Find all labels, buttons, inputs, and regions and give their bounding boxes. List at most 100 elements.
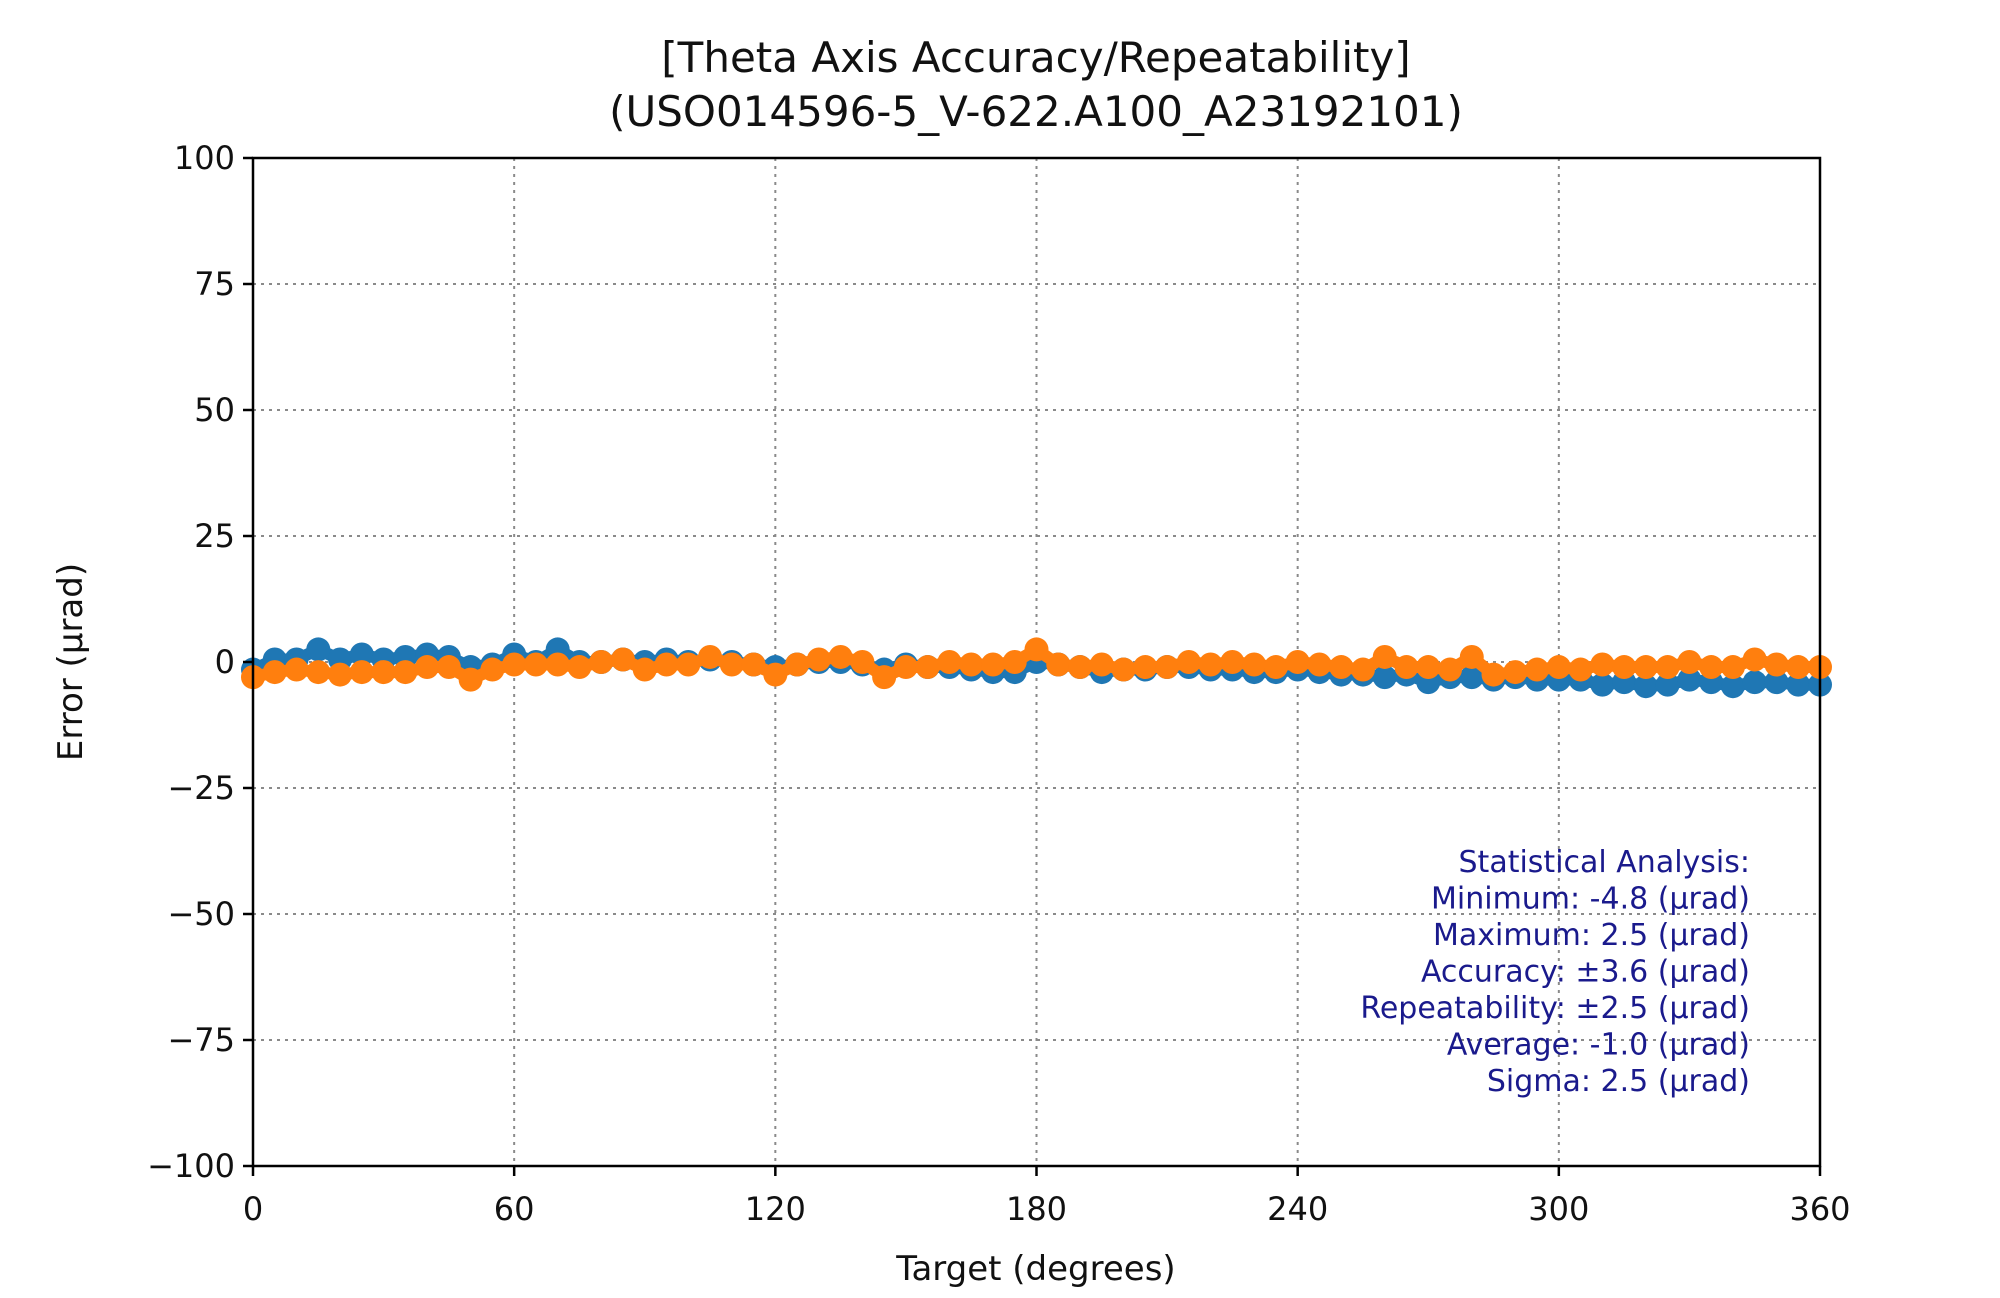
data-point bbox=[371, 660, 396, 685]
data-point bbox=[1111, 657, 1136, 682]
data-point bbox=[284, 657, 309, 682]
data-point bbox=[1220, 650, 1245, 674]
data-point bbox=[1764, 652, 1789, 677]
x-tick-label: 0 bbox=[243, 1190, 263, 1228]
data-point bbox=[1612, 655, 1637, 680]
data-point bbox=[915, 655, 940, 680]
data-point bbox=[937, 650, 962, 674]
data-point bbox=[1263, 655, 1288, 680]
data-point bbox=[654, 652, 679, 677]
y-tick-label: 50 bbox=[194, 391, 235, 429]
x-tick-label: 180 bbox=[1006, 1190, 1067, 1228]
data-point bbox=[1046, 652, 1071, 677]
y-tick-label: −25 bbox=[167, 769, 235, 807]
data-point bbox=[1503, 660, 1528, 685]
data-point bbox=[676, 652, 701, 677]
data-point bbox=[719, 652, 744, 677]
data-point bbox=[502, 652, 527, 677]
data-point bbox=[1481, 662, 1506, 687]
data-point bbox=[785, 652, 810, 677]
data-point bbox=[828, 644, 853, 669]
y-tick-label: 100 bbox=[174, 139, 235, 177]
stats-line: Statistical Analysis: bbox=[1459, 845, 1750, 880]
data-point bbox=[1742, 670, 1767, 695]
stats-line: Accuracy: ±3.6 (μrad) bbox=[1421, 955, 1750, 990]
data-point bbox=[1677, 650, 1702, 674]
data-point bbox=[1438, 657, 1463, 682]
data-point bbox=[1786, 655, 1811, 680]
x-tick-label: 360 bbox=[1789, 1190, 1850, 1228]
data-point bbox=[1786, 672, 1811, 697]
data-point bbox=[741, 652, 766, 677]
data-point bbox=[1677, 667, 1702, 692]
data-point bbox=[1068, 655, 1093, 680]
data-point bbox=[1155, 655, 1180, 680]
data-point bbox=[458, 667, 483, 692]
data-point bbox=[1459, 665, 1484, 690]
data-point bbox=[1720, 655, 1745, 680]
data-point bbox=[1350, 657, 1375, 682]
data-point bbox=[1742, 647, 1767, 672]
y-tick-label: 25 bbox=[194, 517, 235, 555]
data-point bbox=[1764, 670, 1789, 695]
axis-ticks: 0 60 120 180 240 300 360 100 75 50 25 0 −25 −50 −75 −10… bbox=[147, 139, 1850, 1228]
stats-line: Sigma: 2.5 (μrad) bbox=[1487, 1064, 1750, 1099]
data-point bbox=[1590, 672, 1615, 697]
x-axis-label: Target (degrees) bbox=[895, 1249, 1175, 1289]
data-point bbox=[1089, 652, 1114, 677]
data-point bbox=[1590, 652, 1615, 677]
data-point bbox=[1633, 674, 1658, 699]
x-tick-label: 240 bbox=[1267, 1190, 1328, 1228]
data-point bbox=[567, 655, 592, 680]
y-axis-label: Error (μrad) bbox=[51, 563, 91, 761]
data-point bbox=[1525, 657, 1550, 682]
data-point bbox=[1720, 674, 1745, 699]
y-tick-label: −75 bbox=[167, 1021, 235, 1059]
data-point bbox=[436, 655, 461, 680]
data-point bbox=[1655, 655, 1680, 680]
data-point bbox=[306, 660, 331, 685]
data-series bbox=[241, 637, 1832, 699]
stats-line: Minimum: -4.8 (μrad) bbox=[1431, 882, 1750, 917]
data-point bbox=[959, 652, 984, 677]
data-point bbox=[545, 652, 570, 677]
data-point bbox=[1133, 655, 1158, 680]
x-tick-label: 300 bbox=[1528, 1190, 1589, 1228]
y-tick-label: −50 bbox=[167, 895, 235, 933]
data-point bbox=[806, 647, 831, 672]
data-point bbox=[632, 657, 657, 682]
data-point bbox=[1198, 652, 1223, 677]
data-point bbox=[480, 657, 505, 682]
data-point bbox=[1285, 650, 1310, 674]
data-point bbox=[349, 660, 374, 685]
statistical-analysis-box: Statistical Analysis:Minimum: -4.8 (μrad… bbox=[1360, 845, 1750, 1099]
x-tick-label: 120 bbox=[745, 1190, 806, 1228]
data-point bbox=[328, 662, 353, 687]
data-point bbox=[415, 655, 440, 680]
data-point bbox=[1372, 665, 1397, 690]
stats-line: Average: -1.0 (μrad) bbox=[1447, 1028, 1750, 1063]
data-point bbox=[349, 642, 374, 667]
data-point bbox=[1002, 650, 1027, 674]
data-point bbox=[1242, 652, 1267, 677]
data-point bbox=[1307, 652, 1332, 677]
data-point bbox=[1329, 655, 1354, 680]
series-2 bbox=[241, 637, 1832, 692]
stats-line: Repeatability: ±2.5 (μrad) bbox=[1360, 991, 1750, 1026]
data-point bbox=[980, 652, 1005, 677]
data-point bbox=[893, 655, 918, 680]
data-point bbox=[610, 647, 635, 672]
x-tick-label: 60 bbox=[494, 1190, 535, 1228]
data-point bbox=[306, 637, 331, 662]
data-point bbox=[393, 660, 418, 685]
data-point bbox=[262, 660, 287, 685]
data-point bbox=[1176, 650, 1201, 674]
y-tick-label: 75 bbox=[194, 265, 235, 303]
data-point bbox=[1699, 655, 1724, 680]
data-point bbox=[1394, 655, 1419, 680]
data-point bbox=[850, 650, 875, 674]
data-point bbox=[1416, 655, 1441, 680]
chart-title: [Theta Axis Accuracy/Repeatability] bbox=[661, 33, 1410, 82]
